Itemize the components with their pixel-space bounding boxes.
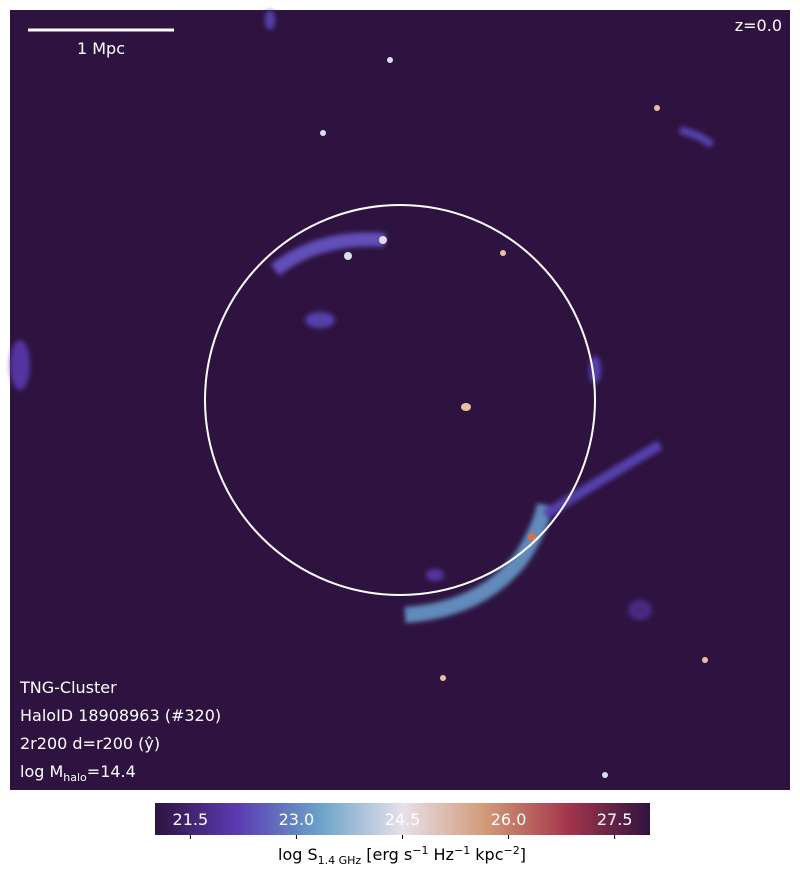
r200-circle	[204, 204, 596, 596]
colorbar	[155, 803, 650, 835]
text: ]	[520, 845, 526, 864]
info-line: HaloID 18908963 (#320)	[20, 706, 221, 725]
tick-label: 27.5	[597, 810, 633, 829]
text: halo	[63, 771, 87, 784]
colorbar-ticks: 21.5 23.0 24.5 26.0 27.5	[173, 810, 633, 839]
emission	[10, 10, 715, 623]
text: Hz	[428, 845, 454, 864]
mass-line: log Mhalo=14.4	[20, 762, 136, 784]
text: −1	[454, 844, 470, 857]
tick-label: 26.0	[491, 810, 527, 829]
text: kpc	[470, 845, 503, 864]
text: 1.4 GHz	[318, 854, 362, 867]
tick-label: 24.5	[385, 810, 421, 829]
colorbar-label: log S1.4 GHz [erg s−1 Hz−1 kpc−2]	[278, 844, 526, 867]
tick-label: 21.5	[173, 810, 209, 829]
tick-label: 23.0	[279, 810, 315, 829]
info-line: 2r200 d=r200 (ŷ)	[20, 734, 160, 753]
text: [erg s	[361, 845, 412, 864]
redshift: z=0.0	[735, 16, 782, 35]
text: −1	[412, 844, 428, 857]
text: log S	[278, 845, 318, 864]
map-background	[10, 10, 790, 790]
scale-label: 1 Mpc	[77, 39, 125, 58]
text: =14.4	[87, 762, 136, 781]
bright-sources	[320, 57, 708, 778]
info-line: TNG-Cluster	[19, 678, 117, 697]
text: log M	[20, 762, 63, 781]
text: −2	[504, 844, 520, 857]
